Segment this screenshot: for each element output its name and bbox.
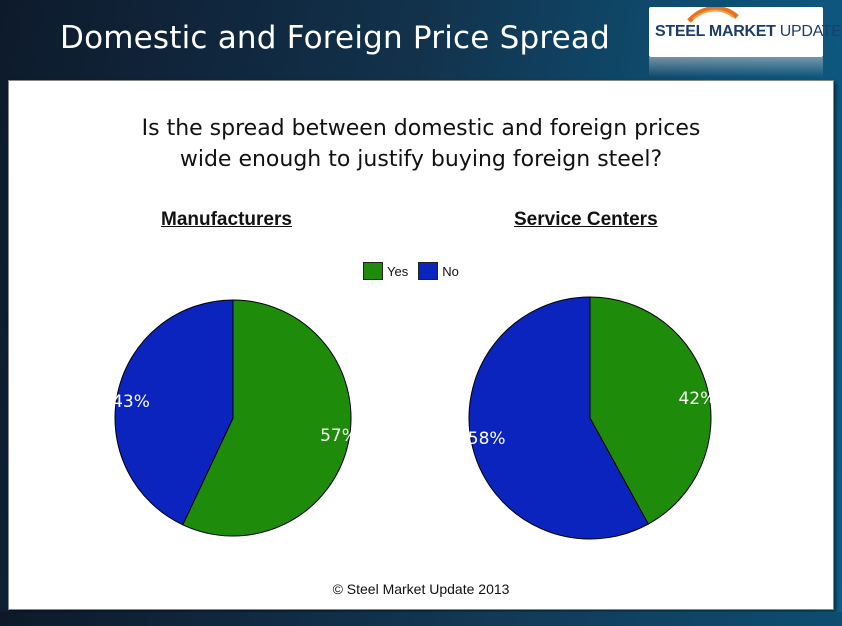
pie-slice-yes-manufacturers <box>182 299 352 537</box>
pie-slice-no-service-centers <box>468 296 649 540</box>
pie-label-no-service-centers: 58% <box>468 429 506 449</box>
pie-title-manufacturers: Manufacturers <box>161 209 292 230</box>
logo-text-regular: UPDATE <box>775 23 842 40</box>
logo-text-bold: STEEL MARKET <box>655 23 776 40</box>
footer-bar <box>0 612 842 626</box>
pie-label-no-manufacturers: 43% <box>112 392 150 412</box>
logo-reflection <box>649 57 823 77</box>
legend-swatch-no <box>418 262 439 280</box>
content-panel: Is the spread between domestic and forei… <box>8 80 834 610</box>
logo-swoosh-icon <box>687 7 739 23</box>
legend-item-no: No <box>418 262 459 280</box>
pie-label-yes-manufacturers: 57% <box>320 426 358 446</box>
pie-slice-no-manufacturers <box>114 299 234 526</box>
steel-market-update-logo: STEEL MARKET UPDATE <box>649 7 842 57</box>
chart-legend: Yes No <box>363 262 469 280</box>
legend-item-yes: Yes <box>363 262 408 280</box>
pie-slice-yes-service-centers <box>589 296 712 525</box>
legend-label-no: No <box>442 263 459 279</box>
legend-swatch-yes <box>363 262 383 280</box>
pie-label-yes-service-centers: 42% <box>678 389 716 409</box>
legend-label-yes: Yes <box>387 263 409 279</box>
question-line-1: Is the spread between domestic and forei… <box>141 116 701 141</box>
question-line-2: wide enough to justify buying foreign st… <box>179 147 663 172</box>
copyright-text: © Steel Market Update 2013 <box>332 581 510 597</box>
pie-title-service-centers: Service Centers <box>514 209 658 230</box>
page-title: Domestic and Foreign Price Spread <box>60 20 610 56</box>
pie-charts: 57% 43% 42% 58% <box>112 296 716 540</box>
logo-text: STEEL MARKET UPDATE <box>655 23 842 41</box>
